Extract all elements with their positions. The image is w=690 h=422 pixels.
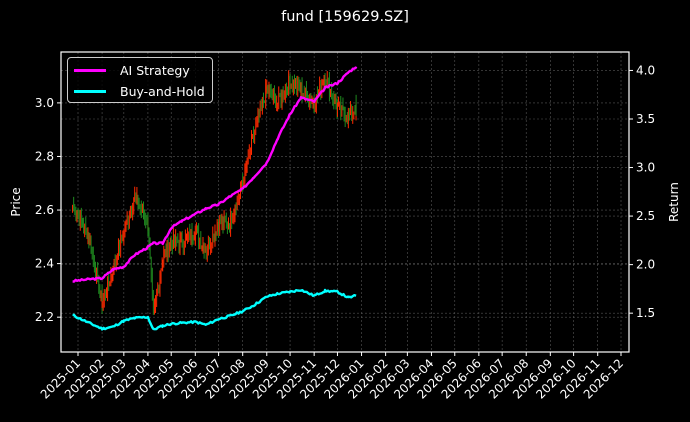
x-axis: 2025-012025-022025-032025-042025-052025-… <box>38 352 626 402</box>
legend-item-buy-and-hold: Buy-and-Hold <box>74 81 205 101</box>
svg-text:2.6: 2.6 <box>35 203 54 217</box>
buy-and-hold-line <box>72 288 357 331</box>
right-y-axis: 1.5 2.0 2.5 3.0 3.5 4.0 <box>629 63 655 320</box>
ai-strategy-line <box>72 66 358 283</box>
left-axis-label: Price <box>9 187 23 216</box>
svg-text:3.5: 3.5 <box>636 112 655 126</box>
price-candles <box>72 70 357 315</box>
ai-strategy-swatch-icon <box>74 68 106 72</box>
left-y-axis: 2.2 2.4 2.6 2.8 3.0 <box>35 96 61 324</box>
right-axis-label: Return <box>667 182 681 222</box>
svg-text:3.0: 3.0 <box>35 96 54 110</box>
plot-frame <box>60 51 630 353</box>
svg-text:3.0: 3.0 <box>636 161 655 175</box>
svg-text:4.0: 4.0 <box>636 63 655 77</box>
legend-item-ai-strategy: AI Strategy <box>74 60 190 80</box>
buy-and-hold-swatch-icon <box>74 89 106 93</box>
svg-text:2.2: 2.2 <box>35 310 54 324</box>
chart-title: fund [159629.SZ] <box>281 9 409 25</box>
svg-text:2.4: 2.4 <box>35 257 54 271</box>
svg-text:1.5: 1.5 <box>636 306 655 320</box>
svg-text:2.8: 2.8 <box>35 149 54 163</box>
legend-label: Buy-and-Hold <box>120 83 205 99</box>
legend: AI Strategy Buy-and-Hold <box>67 57 213 103</box>
svg-text:2.5: 2.5 <box>636 209 655 223</box>
legend-label: AI Strategy <box>120 62 190 78</box>
svg-text:2.0: 2.0 <box>636 258 655 272</box>
